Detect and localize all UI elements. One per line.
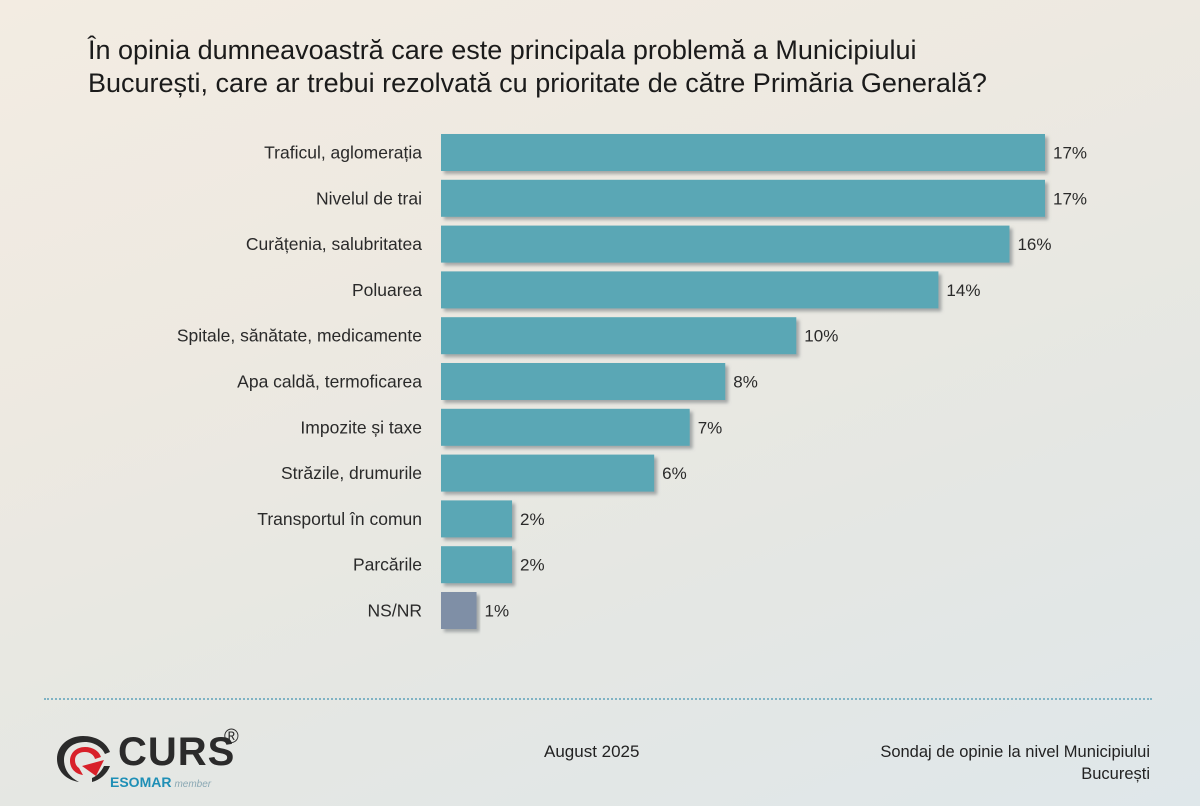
survey-source-line-2: București (1081, 765, 1150, 783)
bar (441, 271, 939, 309)
chart-title-line-1: În opinia dumneavoastră care este princi… (88, 35, 917, 65)
value-label: 17% (1053, 144, 1087, 163)
bar (441, 546, 513, 584)
value-label: 2% (520, 556, 545, 575)
curs-logo: CURS ® ESOMAR member (52, 726, 262, 792)
curs-logo-wordmark: CURS (118, 730, 236, 774)
bars-layer: Traficul, aglomerația 17% Nivelul de trai 1… (177, 134, 1087, 629)
bar (441, 179, 1045, 217)
category-label: Parcările (353, 555, 422, 575)
bar-chart: Traficul, aglomerația 17% Nivelul de trai 1… (177, 134, 1087, 629)
survey-source: Sondaj de opinie la nivel Municipiului B… (810, 741, 1150, 785)
category-label: Apa caldă, termoficarea (237, 372, 422, 392)
chart-title-line-2: București, care ar trebui rezolvată cu p… (88, 68, 987, 98)
bar (441, 408, 690, 446)
value-label: 17% (1053, 189, 1087, 208)
category-label: Impozite și taxe (300, 417, 422, 437)
chart-title: În opinia dumneavoastră care este princi… (88, 34, 1168, 100)
bar (441, 454, 655, 492)
value-label: 14% (946, 281, 980, 300)
bar (441, 225, 1010, 263)
esomar-label: ESOMAR (110, 774, 172, 790)
category-label: Curățenia, salubritatea (246, 234, 422, 254)
member-label: member (174, 779, 212, 790)
esomar-member-label: ESOMAR member (110, 774, 211, 790)
value-label: 16% (1017, 235, 1051, 254)
curs-logo-mark-icon (57, 736, 110, 782)
value-label: 10% (804, 327, 838, 346)
value-label: 1% (485, 602, 510, 621)
bar (441, 317, 797, 355)
value-label: 7% (698, 418, 723, 437)
category-label: Poluarea (352, 280, 422, 300)
bar (441, 134, 1045, 171)
category-label: Nivelul de trai (316, 188, 422, 208)
category-label: Traficul, aglomerația (264, 143, 422, 163)
category-label: Spitale, sănătate, medicamente (177, 326, 422, 346)
registered-mark: ® (224, 726, 239, 748)
category-label: NS/NR (368, 601, 422, 621)
category-label: Transportul în comun (257, 509, 422, 529)
bar (441, 592, 477, 629)
value-label: 8% (733, 373, 758, 392)
survey-date: August 2025 (544, 742, 640, 761)
bar (441, 363, 726, 400)
value-label: 2% (520, 510, 545, 529)
category-label: Străzile, drumurile (281, 463, 422, 483)
bar (441, 500, 513, 538)
footer-divider (44, 698, 1152, 700)
survey-source-line-1: Sondaj de opinie la nivel Municipiului (880, 743, 1150, 761)
value-label: 6% (662, 464, 687, 483)
